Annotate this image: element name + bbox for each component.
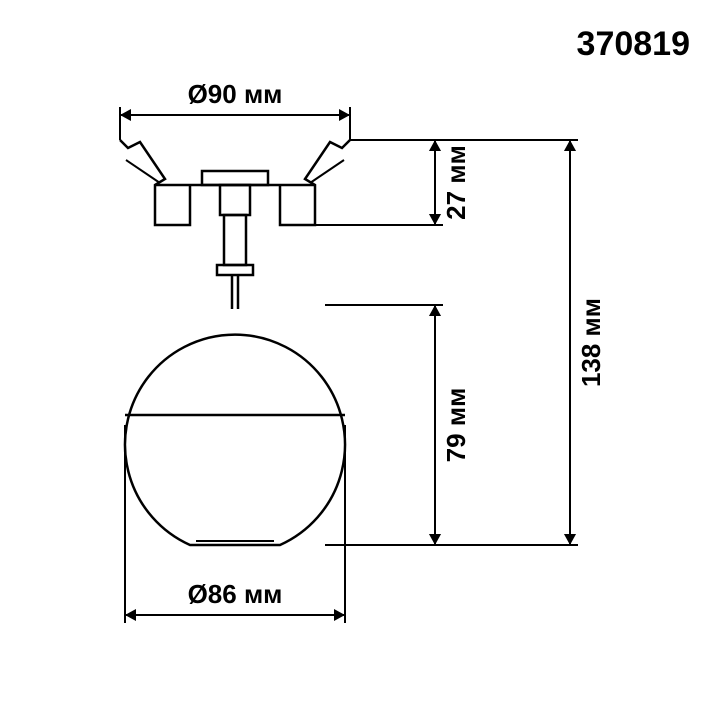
dim-top-diameter: Ø90 мм xyxy=(188,79,283,109)
dim-bottom-diameter: Ø86 мм xyxy=(188,579,283,609)
dim-total-height: 138 мм xyxy=(576,298,606,387)
product-code: 370819 xyxy=(577,25,690,63)
dim-collar-height: 27 мм xyxy=(441,145,471,220)
dim-sphere-height: 79 мм xyxy=(441,388,471,463)
